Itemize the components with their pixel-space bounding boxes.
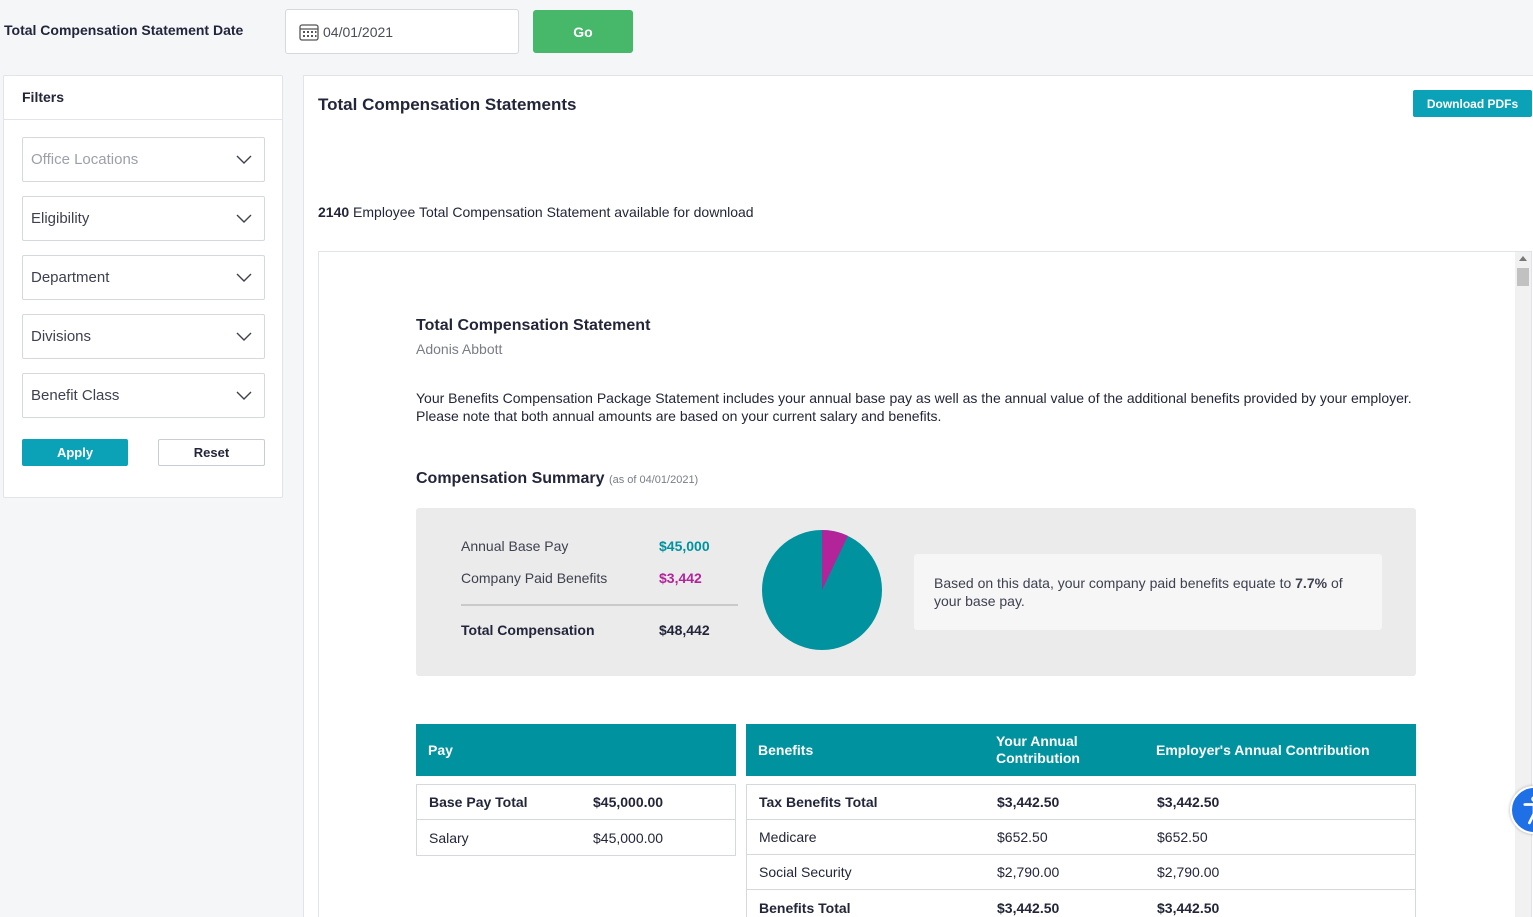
- benefit-class-label: Benefit Class: [31, 387, 120, 404]
- statements-panel: Total Compensation Statements Download P…: [303, 75, 1533, 917]
- total-compensation-value: $48,442: [659, 622, 710, 638]
- employee-name: Adonis Abbott: [416, 341, 503, 357]
- preview-scrollbar[interactable]: [1515, 252, 1531, 917]
- summary-divider: [461, 604, 738, 606]
- table-row: Base Pay Total $45,000.00: [417, 785, 735, 820]
- department-label: Department: [31, 269, 110, 286]
- benefit-label: Benefits Total: [759, 899, 851, 916]
- benefit-employer-value: $3,442.50: [1157, 794, 1220, 810]
- benefit-your-value: $3,442.50: [997, 899, 1060, 916]
- divisions-label: Divisions: [31, 328, 92, 345]
- chevron-down-icon: [236, 273, 252, 282]
- compensation-pie-chart: [762, 530, 882, 650]
- benefit-label: Social Security: [759, 864, 852, 880]
- chevron-down-icon: [236, 155, 252, 164]
- note-suffix: of your base pay.: [934, 575, 1343, 609]
- summary-title-text: Compensation Summary: [416, 470, 605, 487]
- benefit-employer-value: $652.50: [1157, 829, 1208, 845]
- company-benefits-value: $3,442: [659, 570, 702, 586]
- download-pdfs-button[interactable]: Download PDFs: [1413, 90, 1532, 117]
- total-compensation-label: Total Compensation: [461, 622, 595, 638]
- statement-description: Your Benefits Compensation Package State…: [416, 390, 1412, 424]
- benefits-table-header: Benefits Your Annual Contribution Employ…: [746, 724, 1416, 776]
- table-row: Medicare $652.50 $652.50: [747, 820, 1415, 855]
- statement-date-field[interactable]: [285, 9, 519, 54]
- benefit-your-value: $2,790.00: [997, 864, 1060, 880]
- available-count: 2140: [318, 204, 350, 220]
- benefit-label: Tax Benefits Total: [759, 794, 878, 810]
- benefit-employer-value: $3,442.50: [1157, 899, 1220, 916]
- table-row: Tax Benefits Total $3,442.50 $3,442.50: [747, 785, 1415, 820]
- available-count-text: 2140 Employee Total Compensation Stateme…: [318, 204, 754, 220]
- scroll-up-icon[interactable]: [1519, 256, 1527, 261]
- divisions-select[interactable]: Divisions: [22, 314, 265, 359]
- compensation-summary-box: Annual Base Pay $45,000 Company Paid Ben…: [416, 508, 1416, 676]
- apply-button[interactable]: Apply: [22, 439, 128, 466]
- note-percentage: 7.7%: [1295, 575, 1328, 591]
- statement-date-label: Total Compensation Statement Date: [4, 22, 244, 38]
- benefit-your-value: $652.50: [997, 829, 1048, 845]
- table-row: Salary $45,000.00: [417, 820, 735, 855]
- available-text: Employee Total Compensation Statement av…: [349, 204, 754, 220]
- pay-table: Pay Base Pay Total $45,000.00 Salary $45…: [416, 724, 736, 856]
- pie-slice-company-benefits: [822, 530, 848, 590]
- table-row: Social Security $2,790.00 $2,790.00: [747, 855, 1415, 890]
- calendar-icon[interactable]: [299, 23, 319, 41]
- pay-row-value: $45,000.00: [593, 829, 664, 846]
- note-prefix: Based on this data, your company paid be…: [934, 575, 1296, 591]
- accessibility-icon[interactable]: [1510, 786, 1533, 834]
- pay-table-header: Pay: [416, 724, 736, 776]
- your-contribution-header: Your Annual Contribution: [996, 733, 1080, 766]
- go-button[interactable]: Go: [533, 10, 633, 53]
- filters-title: Filters: [4, 76, 282, 120]
- chevron-down-icon: [236, 391, 252, 400]
- office-locations-select[interactable]: Office Locations: [22, 137, 265, 182]
- benefit-employer-value: $2,790.00: [1157, 864, 1220, 880]
- scrollbar-thumb[interactable]: [1517, 268, 1529, 286]
- pay-row-label: Base Pay Total: [429, 794, 528, 810]
- statement-title: Total Compensation Statement: [416, 317, 651, 334]
- statement-date-input[interactable]: [323, 23, 503, 40]
- summary-title: Compensation Summary (as of 04/01/2021): [416, 470, 698, 488]
- benefit-class-select[interactable]: Benefit Class: [22, 373, 265, 418]
- chevron-down-icon: [236, 214, 252, 223]
- benefit-your-value: $3,442.50: [997, 794, 1060, 810]
- benefits-percentage-note: Based on this data, your company paid be…: [914, 554, 1382, 630]
- reset-button[interactable]: Reset: [158, 439, 265, 466]
- base-pay-value: $45,000: [659, 538, 710, 554]
- pay-row-label: Salary: [429, 829, 469, 846]
- page-title: Total Compensation Statements: [318, 95, 577, 114]
- base-pay-label: Annual Base Pay: [461, 538, 569, 554]
- filters-panel: Filters Office Locations Eligibility Dep…: [3, 75, 283, 498]
- statement-preview[interactable]: Total Compensation Statement Adonis Abbo…: [318, 251, 1532, 917]
- eligibility-select[interactable]: Eligibility: [22, 196, 265, 241]
- department-select[interactable]: Department: [22, 255, 265, 300]
- summary-asof: (as of 04/01/2021): [608, 474, 699, 486]
- office-locations-label: Office Locations: [31, 151, 139, 168]
- chevron-down-icon: [236, 332, 252, 341]
- eligibility-label: Eligibility: [31, 210, 90, 227]
- table-row: Benefits Total $3,442.50 $3,442.50: [747, 890, 1415, 917]
- employer-contribution-header: Employer's Annual Contribution: [1156, 742, 1370, 758]
- benefit-label: Medicare: [759, 829, 817, 845]
- pay-row-value: $45,000.00: [593, 794, 664, 810]
- benefits-header: Benefits: [758, 742, 814, 758]
- benefits-table: Benefits Your Annual Contribution Employ…: [746, 724, 1416, 917]
- company-benefits-label: Company Paid Benefits: [461, 570, 608, 586]
